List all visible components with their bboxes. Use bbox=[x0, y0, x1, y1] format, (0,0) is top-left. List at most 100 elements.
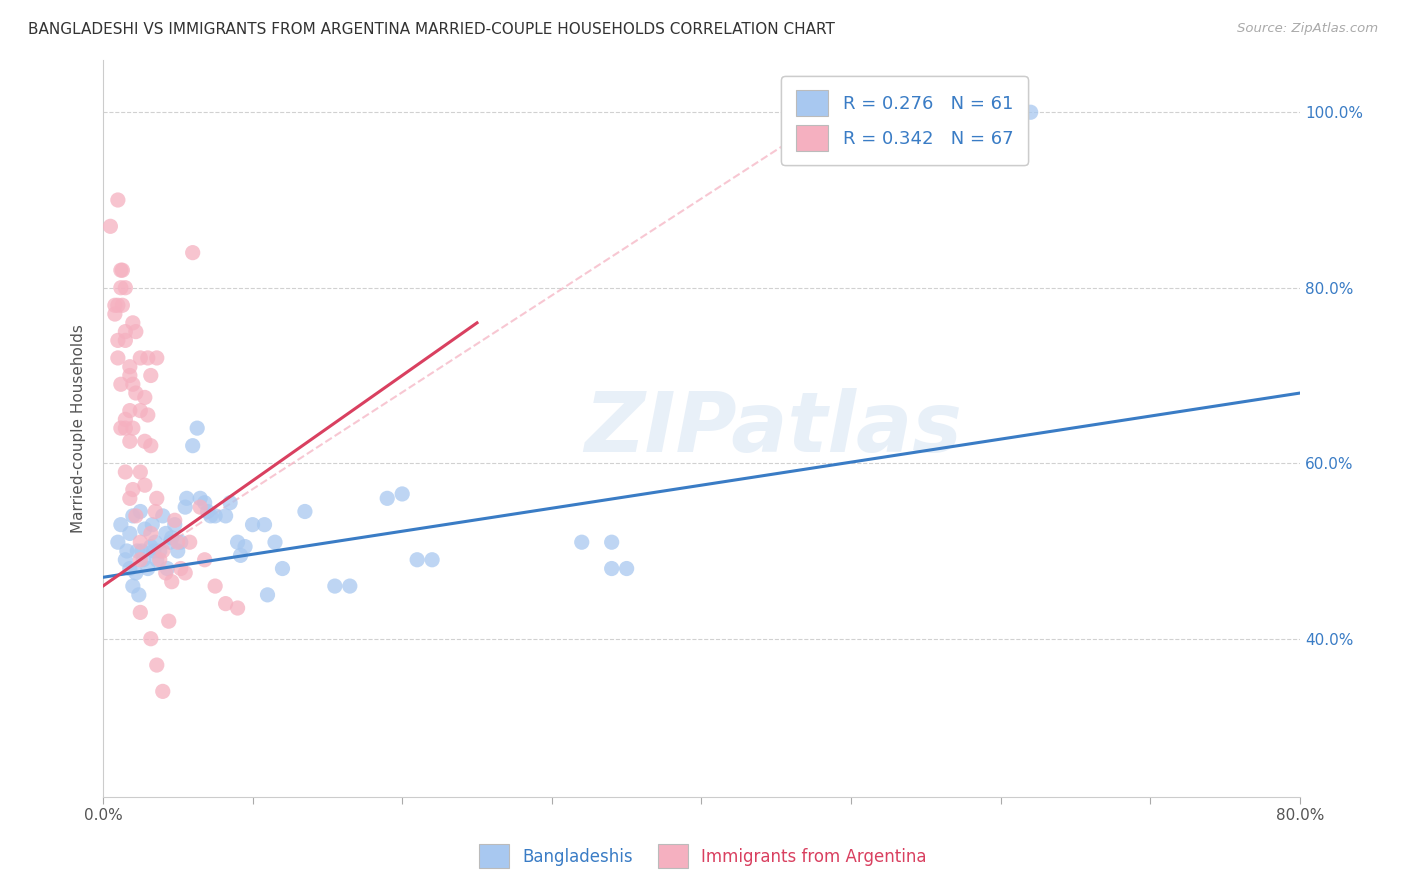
Point bbox=[107, 193, 129, 207]
Point bbox=[111, 298, 134, 312]
Point bbox=[136, 351, 159, 365]
Point bbox=[152, 508, 174, 523]
Point bbox=[174, 500, 197, 515]
Point bbox=[188, 500, 211, 515]
Point bbox=[264, 535, 287, 549]
Point bbox=[121, 579, 143, 593]
Point bbox=[242, 517, 264, 532]
Point bbox=[118, 526, 141, 541]
Point bbox=[339, 579, 361, 593]
Point bbox=[118, 403, 141, 417]
Point bbox=[121, 377, 143, 392]
Point bbox=[149, 544, 172, 558]
Point bbox=[125, 325, 148, 339]
Point bbox=[110, 421, 132, 435]
Point bbox=[156, 561, 179, 575]
Point bbox=[197, 504, 219, 518]
Legend: R = 0.276   N = 61, R = 0.342   N = 67: R = 0.276 N = 61, R = 0.342 N = 67 bbox=[782, 76, 1028, 165]
Point bbox=[118, 561, 141, 575]
Point bbox=[188, 491, 211, 506]
Point bbox=[121, 508, 143, 523]
Point bbox=[160, 531, 183, 545]
Point bbox=[129, 535, 152, 549]
Point bbox=[110, 377, 132, 392]
Point bbox=[181, 245, 204, 260]
Point bbox=[170, 561, 193, 575]
Point bbox=[118, 359, 141, 374]
Point bbox=[166, 535, 188, 549]
Point bbox=[136, 561, 159, 575]
Text: Source: ZipAtlas.com: Source: ZipAtlas.com bbox=[1237, 22, 1378, 36]
Point bbox=[186, 421, 208, 435]
Point bbox=[179, 535, 201, 549]
Point bbox=[129, 465, 152, 479]
Point bbox=[170, 535, 193, 549]
Y-axis label: Married-couple Households: Married-couple Households bbox=[72, 324, 86, 533]
Point bbox=[127, 544, 149, 558]
Point bbox=[118, 491, 141, 506]
Point bbox=[121, 483, 143, 497]
Point bbox=[1019, 105, 1042, 120]
Point bbox=[600, 561, 623, 575]
Point bbox=[214, 597, 236, 611]
Point bbox=[107, 334, 129, 348]
Point bbox=[155, 526, 177, 541]
Point bbox=[204, 508, 226, 523]
Point bbox=[163, 513, 186, 527]
Point bbox=[118, 368, 141, 383]
Point bbox=[125, 508, 148, 523]
Point bbox=[146, 491, 169, 506]
Point bbox=[159, 535, 181, 549]
Point bbox=[125, 386, 148, 401]
Point bbox=[375, 491, 398, 506]
Point bbox=[149, 553, 172, 567]
Point bbox=[114, 334, 136, 348]
Point bbox=[139, 368, 162, 383]
Point bbox=[136, 408, 159, 422]
Point bbox=[129, 606, 152, 620]
Point bbox=[152, 684, 174, 698]
Point bbox=[616, 561, 638, 575]
Point bbox=[114, 281, 136, 295]
Point bbox=[294, 504, 316, 518]
Point bbox=[204, 579, 226, 593]
Legend: Bangladeshis, Immigrants from Argentina: Bangladeshis, Immigrants from Argentina bbox=[472, 838, 934, 875]
Point bbox=[219, 496, 242, 510]
Point bbox=[142, 544, 165, 558]
Point bbox=[100, 219, 122, 234]
Point bbox=[163, 517, 186, 532]
Point bbox=[143, 504, 166, 518]
Point bbox=[271, 561, 294, 575]
Point bbox=[139, 439, 162, 453]
Point bbox=[114, 465, 136, 479]
Point bbox=[134, 434, 156, 449]
Point bbox=[104, 298, 127, 312]
Point bbox=[132, 553, 155, 567]
Point bbox=[146, 351, 169, 365]
Point bbox=[134, 522, 156, 536]
Point bbox=[118, 434, 141, 449]
Point bbox=[226, 601, 249, 615]
Point bbox=[146, 658, 169, 673]
Point bbox=[128, 588, 150, 602]
Point bbox=[107, 535, 129, 549]
Point bbox=[229, 549, 252, 563]
Point bbox=[111, 263, 134, 277]
Point bbox=[139, 526, 162, 541]
Point bbox=[391, 487, 413, 501]
Point bbox=[107, 298, 129, 312]
Point bbox=[143, 535, 166, 549]
Point bbox=[571, 535, 593, 549]
Point bbox=[134, 391, 156, 405]
Point bbox=[233, 540, 256, 554]
Point bbox=[129, 553, 152, 567]
Point bbox=[114, 412, 136, 426]
Point bbox=[129, 403, 152, 417]
Point bbox=[134, 478, 156, 492]
Point bbox=[166, 544, 188, 558]
Point bbox=[115, 544, 138, 558]
Point bbox=[141, 517, 163, 532]
Point bbox=[155, 566, 177, 580]
Point bbox=[129, 351, 152, 365]
Point bbox=[226, 535, 249, 549]
